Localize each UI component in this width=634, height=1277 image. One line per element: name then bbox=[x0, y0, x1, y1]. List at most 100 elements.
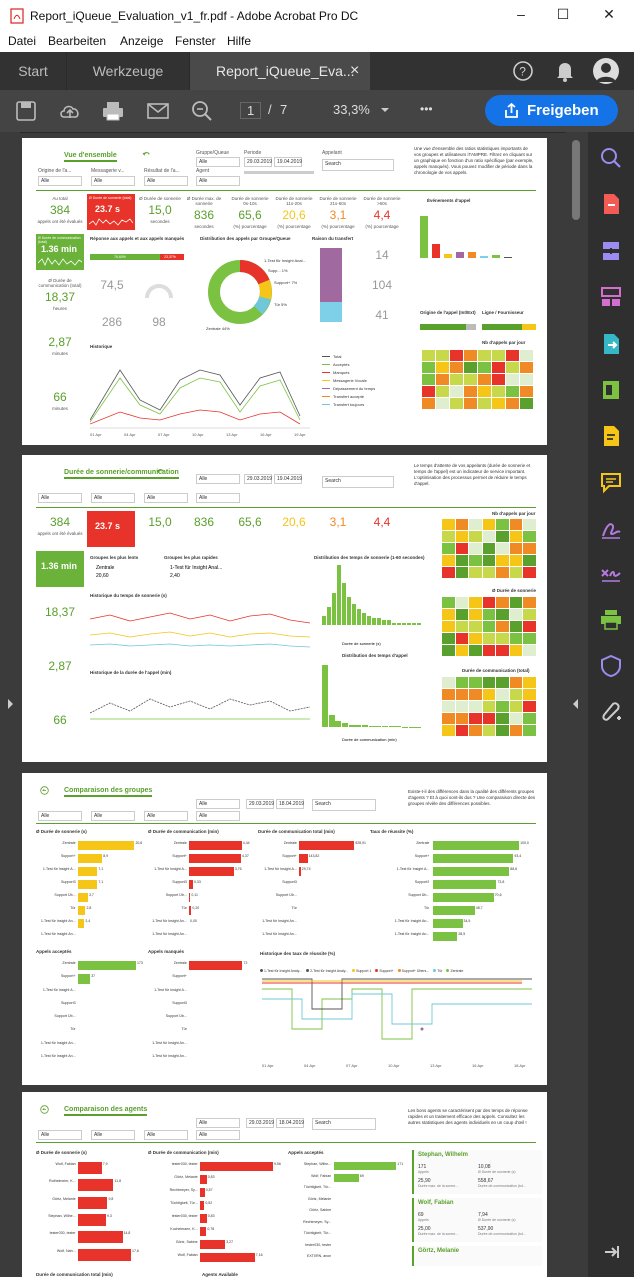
heatmap-cell[interactable] bbox=[455, 609, 469, 620]
heatmap-cell[interactable] bbox=[496, 543, 509, 554]
period-to-input[interactable]: 18.04.2019 bbox=[276, 1118, 304, 1128]
help-icon[interactable]: ? bbox=[512, 60, 534, 82]
hbar[interactable] bbox=[432, 841, 520, 851]
period-slider[interactable] bbox=[244, 171, 314, 174]
legend-item[interactable]: 2-Test für Insight Analy... bbox=[306, 969, 348, 973]
heatmap-cell[interactable] bbox=[469, 633, 482, 644]
export-pdf-icon[interactable] bbox=[599, 332, 623, 356]
heatmap-cell[interactable] bbox=[523, 609, 536, 620]
hbar[interactable] bbox=[189, 906, 192, 916]
hbar[interactable] bbox=[432, 906, 475, 916]
notification-bell-icon[interactable] bbox=[555, 60, 575, 82]
histogram-bar[interactable] bbox=[382, 620, 387, 625]
heatmap-cell[interactable] bbox=[509, 701, 523, 712]
heatmap-cell[interactable] bbox=[496, 531, 509, 542]
heatmap-cell[interactable] bbox=[509, 645, 523, 656]
success-history-chart[interactable] bbox=[262, 969, 532, 1059]
legend-item[interactable]: Messagerie Vocale bbox=[322, 378, 402, 386]
heatmap-cell[interactable] bbox=[455, 597, 469, 608]
histogram-bar[interactable] bbox=[348, 724, 355, 727]
heatmap-cell[interactable] bbox=[509, 567, 523, 578]
histogram-bar[interactable] bbox=[417, 622, 422, 625]
scrollbar-track[interactable] bbox=[566, 132, 588, 1277]
histogram-bar[interactable] bbox=[375, 725, 382, 727]
heatmap-cell[interactable] bbox=[523, 689, 536, 700]
filter-origin-select[interactable]: Alle bbox=[38, 811, 82, 821]
zoom-search-icon[interactable] bbox=[190, 100, 214, 122]
histogram-bar[interactable] bbox=[377, 618, 382, 625]
histogram-bar[interactable] bbox=[327, 606, 332, 625]
menu-anzeige[interactable]: Anzeige bbox=[120, 34, 164, 48]
hbar[interactable] bbox=[189, 893, 191, 903]
heatmap-cell[interactable] bbox=[496, 725, 509, 736]
back-arrow-icon[interactable] bbox=[40, 786, 49, 795]
hbar[interactable] bbox=[77, 1248, 132, 1261]
calls-per-day-heatmap-2[interactable] bbox=[442, 519, 537, 579]
hbar[interactable] bbox=[77, 1196, 108, 1209]
heatmap-cell[interactable] bbox=[482, 555, 496, 566]
hbar[interactable] bbox=[77, 1179, 114, 1192]
hbar[interactable] bbox=[432, 919, 463, 929]
period-from-input[interactable]: 29.03.2019 bbox=[246, 1118, 274, 1128]
heatmap-cell[interactable] bbox=[496, 677, 509, 688]
page-number-input[interactable]: 1 bbox=[240, 102, 262, 119]
cloud-upload-icon[interactable] bbox=[58, 100, 82, 122]
heatmap-cell[interactable] bbox=[442, 543, 455, 554]
hbar[interactable] bbox=[200, 1227, 207, 1237]
histogram-bar[interactable] bbox=[335, 720, 342, 727]
heatmap-cell[interactable] bbox=[455, 567, 469, 578]
heatmap-cell[interactable] bbox=[482, 677, 496, 688]
heatmap-cell[interactable] bbox=[520, 362, 533, 373]
heatmap-cell[interactable] bbox=[455, 621, 469, 632]
comment-icon[interactable] bbox=[599, 470, 623, 494]
heatmap-cell[interactable] bbox=[523, 645, 536, 656]
hbar[interactable] bbox=[200, 1253, 255, 1263]
heatmap-cell[interactable] bbox=[482, 597, 496, 608]
heatmap-cell[interactable] bbox=[492, 350, 505, 361]
menu-fenster[interactable]: Fenster bbox=[175, 34, 216, 48]
heatmap-cell[interactable] bbox=[455, 543, 469, 554]
close-window-button[interactable]: ✕ bbox=[603, 6, 615, 22]
collapse-panel-arrow-icon[interactable] bbox=[599, 1240, 623, 1264]
histogram-bar[interactable] bbox=[387, 620, 392, 625]
filter-origin-select[interactable]: Alle bbox=[38, 176, 82, 186]
heatmap-cell[interactable] bbox=[455, 725, 469, 736]
heatmap-cell[interactable] bbox=[469, 597, 482, 608]
heatmap-cell[interactable] bbox=[455, 713, 469, 724]
heatmap-cell[interactable] bbox=[455, 645, 469, 656]
hbar[interactable] bbox=[200, 1162, 273, 1172]
share-button[interactable]: Freigeben bbox=[485, 95, 618, 126]
legend-item[interactable]: Zentrale bbox=[446, 969, 463, 973]
heatmap-cell[interactable] bbox=[469, 621, 482, 632]
caller-search-input[interactable]: Search bbox=[312, 799, 376, 811]
heatmap-cell[interactable] bbox=[523, 621, 536, 632]
hbar[interactable] bbox=[333, 1162, 397, 1171]
histogram-bar[interactable] bbox=[347, 597, 352, 625]
heatmap-cell[interactable] bbox=[469, 677, 482, 688]
hbar[interactable] bbox=[432, 854, 514, 864]
ring-distribution-chart[interactable] bbox=[322, 565, 422, 625]
heatmap-cell[interactable] bbox=[509, 519, 523, 530]
filter-result-select[interactable]: Alle bbox=[144, 1130, 188, 1140]
heatmap-cell[interactable] bbox=[506, 398, 519, 409]
hbar[interactable] bbox=[77, 854, 103, 864]
heatmap-cell[interactable] bbox=[469, 555, 482, 566]
hbar[interactable] bbox=[200, 1188, 205, 1198]
heatmap-cell[interactable] bbox=[506, 362, 519, 373]
hbar[interactable] bbox=[299, 841, 355, 851]
histogram-bar[interactable] bbox=[402, 622, 407, 625]
heatmap-cell[interactable] bbox=[509, 713, 523, 724]
hbar[interactable] bbox=[77, 919, 85, 929]
heatmap-cell[interactable] bbox=[506, 374, 519, 385]
hbar[interactable] bbox=[77, 1162, 102, 1175]
heatmap-cell[interactable] bbox=[464, 362, 477, 373]
hbar[interactable] bbox=[200, 1214, 207, 1224]
filter-group-select[interactable]: Alle bbox=[196, 157, 240, 167]
ring-heatmap[interactable] bbox=[442, 597, 537, 657]
heatmap-cell[interactable] bbox=[523, 597, 536, 608]
heatmap-cell[interactable] bbox=[436, 362, 449, 373]
heatmap-cell[interactable] bbox=[482, 531, 496, 542]
scrollbar-thumb[interactable] bbox=[572, 140, 580, 220]
hbar[interactable] bbox=[77, 1231, 123, 1244]
heatmap-cell[interactable] bbox=[442, 567, 455, 578]
